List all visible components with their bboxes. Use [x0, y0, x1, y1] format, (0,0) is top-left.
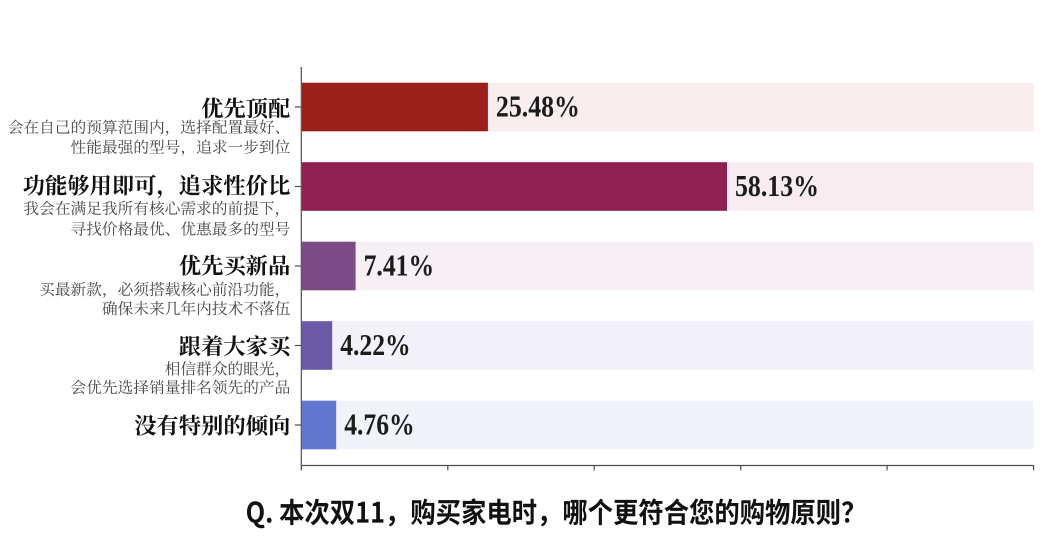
svg-text:58.13%: 58.13% — [735, 168, 819, 203]
svg-text:4.22%: 4.22% — [340, 327, 411, 362]
svg-text:25.48%: 25.48% — [496, 89, 580, 124]
svg-text:4.76%: 4.76% — [344, 407, 415, 442]
svg-text:7.41%: 7.41% — [364, 248, 435, 283]
